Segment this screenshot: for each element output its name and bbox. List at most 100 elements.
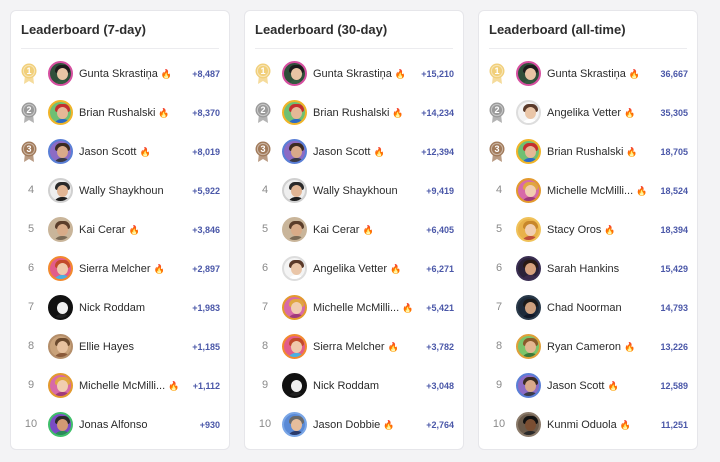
leaderboard-row[interactable]: 8 Sierra Melcher 🔥 +3,782 (245, 327, 463, 366)
user-avatar[interactable] (516, 256, 541, 281)
user-avatar[interactable] (282, 373, 307, 398)
user-name[interactable]: Nick Roddam (79, 302, 146, 314)
user-name[interactable]: Kai Cerar (313, 224, 360, 236)
leaderboard-row[interactable]: 4 Wally Shaykhoun +9,419 (245, 171, 463, 210)
leaderboard-row[interactable]: 5 Kai Cerar 🔥 +3,846 (11, 210, 229, 249)
user-name[interactable]: Michelle McMilli... (547, 185, 634, 197)
user-name[interactable]: Kunmi Oduola (547, 419, 617, 431)
user-name[interactable]: Sierra Melcher (79, 263, 151, 275)
user-name[interactable]: Jason Dobbie (313, 419, 381, 431)
user-name[interactable]: Chad Noorman (547, 302, 622, 314)
user-name[interactable]: Sierra Melcher (313, 341, 385, 353)
user-avatar[interactable] (48, 256, 73, 281)
points-score: +2,764 (426, 420, 454, 430)
leaderboard-row[interactable]: 6 Angelika Vetter 🔥 +6,271 (245, 249, 463, 288)
leaderboard-row[interactable]: 7 Chad Noorman 14,793 (479, 288, 697, 327)
user-name[interactable]: Gunta Skrastiņa (547, 68, 626, 80)
user-name[interactable]: Brian Rushalski (79, 107, 156, 119)
leaderboard-row[interactable]: 2 Brian Rushalski 🔥 +14,234 (245, 93, 463, 132)
user-name[interactable]: Michelle McMilli... (313, 302, 400, 314)
user-name[interactable]: Gunta Skrastiņa (313, 68, 392, 80)
user-name-group: Jonas Alfonso (79, 417, 148, 433)
leaderboard-row[interactable]: 10 Jason Dobbie 🔥 +2,764 (245, 405, 463, 444)
user-avatar[interactable] (516, 412, 541, 437)
user-avatar[interactable] (282, 334, 307, 359)
points-score: +8,019 (192, 147, 220, 157)
points-score: +5,421 (426, 303, 454, 313)
user-name[interactable]: Sarah Hankins (547, 263, 620, 275)
user-name[interactable]: Angelika Vetter (313, 263, 387, 275)
leaderboard-row[interactable]: 4 Wally Shaykhoun +5,922 (11, 171, 229, 210)
leaderboard-row[interactable]: 3 Brian Rushalski 🔥 18,705 (479, 132, 697, 171)
leaderboard-row[interactable]: 1 Gunta Skrastiņa 🔥 36,667 (479, 54, 697, 93)
user-avatar[interactable] (282, 295, 307, 320)
leaderboard-row[interactable]: 9 Nick Roddam +3,048 (245, 366, 463, 405)
user-avatar[interactable] (48, 295, 73, 320)
user-name[interactable]: Jason Scott (79, 146, 137, 158)
user-avatar[interactable] (516, 295, 541, 320)
user-avatar[interactable] (516, 373, 541, 398)
leaderboard-row[interactable]: 10 Jonas Alfonso +930 (11, 405, 229, 444)
rank-number: 4 (261, 184, 269, 196)
user-name[interactable]: Gunta Skrastiņa (79, 68, 158, 80)
leaderboard-row[interactable]: 7 Nick Roddam +1,983 (11, 288, 229, 327)
user-avatar[interactable] (516, 217, 541, 242)
user-name[interactable]: Angelika Vetter (547, 107, 621, 119)
user-avatar[interactable] (282, 217, 307, 242)
leaderboard-row[interactable]: 8 Ellie Hayes +1,185 (11, 327, 229, 366)
leaderboard-row[interactable]: 1 Gunta Skrastiņa 🔥 +15,210 (245, 54, 463, 93)
user-name[interactable]: Jason Scott (313, 146, 371, 158)
user-name[interactable]: Jonas Alfonso (79, 419, 148, 431)
user-name[interactable]: Nick Roddam (313, 380, 380, 392)
user-avatar[interactable] (516, 100, 541, 125)
avatar-face (57, 380, 68, 392)
user-name[interactable]: Michelle McMilli... (79, 380, 166, 392)
user-avatar[interactable] (48, 334, 73, 359)
user-name[interactable]: Ellie Hayes (79, 341, 135, 353)
leaderboard-row[interactable]: 1 Gunta Skrastiņa 🔥 +8,487 (11, 54, 229, 93)
user-avatar[interactable] (282, 61, 307, 86)
user-avatar[interactable] (516, 178, 541, 203)
user-avatar[interactable] (48, 178, 73, 203)
user-avatar[interactable] (48, 100, 73, 125)
leaderboard-row[interactable]: 9 Jason Scott 🔥 12,589 (479, 366, 697, 405)
avatar-body (287, 275, 305, 279)
avatar-body (521, 80, 539, 84)
user-avatar[interactable] (282, 412, 307, 437)
user-avatar[interactable] (282, 100, 307, 125)
user-avatar[interactable] (282, 139, 307, 164)
user-name[interactable]: Ryan Cameron (547, 341, 621, 353)
leaderboard-row[interactable]: 9 Michelle McMilli... 🔥 +1,112 (11, 366, 229, 405)
user-avatar[interactable] (282, 256, 307, 281)
user-name[interactable]: Jason Scott (547, 380, 605, 392)
user-avatar[interactable] (48, 217, 73, 242)
user-name[interactable]: Brian Rushalski (547, 146, 624, 158)
leaderboard-row[interactable]: 2 Brian Rushalski 🔥 +8,370 (11, 93, 229, 132)
user-name[interactable]: Wally Shaykhoun (313, 185, 398, 197)
leaderboard-row[interactable]: 4 Michelle McMilli... 🔥 18,524 (479, 171, 697, 210)
leaderboard-row[interactable]: 5 Kai Cerar 🔥 +6,405 (245, 210, 463, 249)
bronze-medal-icon: 3 (21, 141, 37, 163)
user-avatar[interactable] (48, 412, 73, 437)
user-avatar[interactable] (516, 61, 541, 86)
user-name[interactable]: Brian Rushalski (313, 107, 390, 119)
leaderboard-row[interactable]: 2 Angelika Vetter 🔥 35,305 (479, 93, 697, 132)
user-avatar[interactable] (516, 334, 541, 359)
user-avatar[interactable] (48, 373, 73, 398)
leaderboard-row[interactable]: 7 Michelle McMilli... 🔥 +5,421 (245, 288, 463, 327)
user-avatar[interactable] (282, 178, 307, 203)
leaderboard-row[interactable]: 3 Jason Scott 🔥 +12,394 (245, 132, 463, 171)
user-name[interactable]: Wally Shaykhoun (79, 185, 164, 197)
leaderboard-row[interactable]: 6 Sierra Melcher 🔥 +2,897 (11, 249, 229, 288)
points-score: +3,048 (426, 381, 454, 391)
leaderboard-row[interactable]: 5 Stacy Oros 🔥 18,394 (479, 210, 697, 249)
user-avatar[interactable] (516, 139, 541, 164)
leaderboard-row[interactable]: 6 Sarah Hankins 15,429 (479, 249, 697, 288)
leaderboard-row[interactable]: 3 Jason Scott 🔥 +8,019 (11, 132, 229, 171)
user-avatar[interactable] (48, 139, 73, 164)
leaderboard-row[interactable]: 8 Ryan Cameron 🔥 13,226 (479, 327, 697, 366)
user-avatar[interactable] (48, 61, 73, 86)
user-name[interactable]: Kai Cerar (79, 224, 126, 236)
user-name[interactable]: Stacy Oros (547, 224, 602, 236)
leaderboard-row[interactable]: 10 Kunmi Oduola 🔥 11,251 (479, 405, 697, 444)
